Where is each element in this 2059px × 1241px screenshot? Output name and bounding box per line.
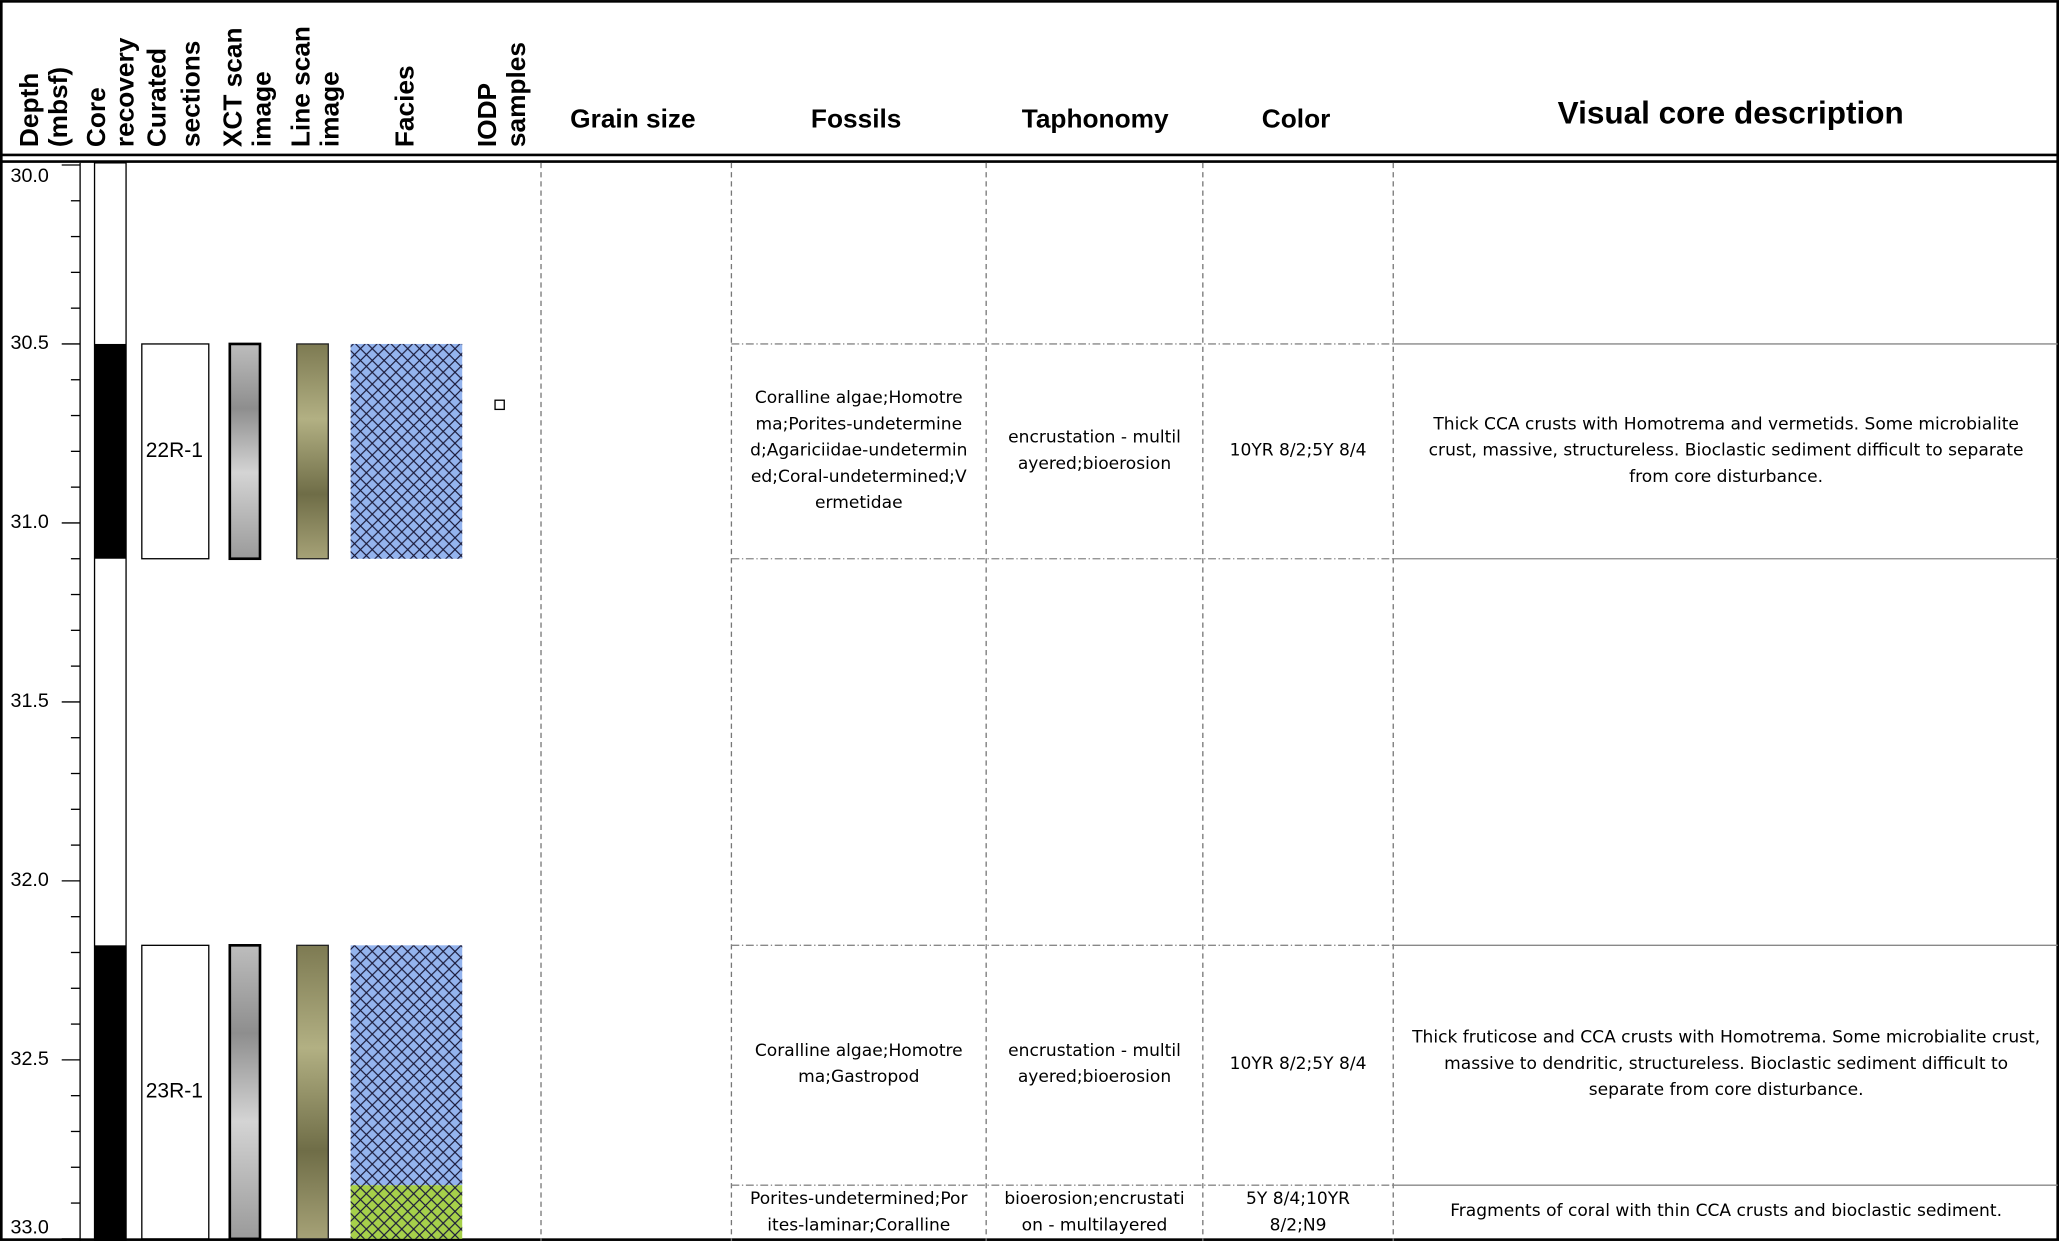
cell: Thick fruticose and CCA crusts with Homo… <box>1412 1028 2041 1101</box>
cell: 10YR 8/2;5Y 8/4 <box>1229 1054 1367 1075</box>
column-header: IODP <box>472 83 502 147</box>
column-header: XCT scan <box>217 27 247 147</box>
column-header: Line scan <box>286 26 316 147</box>
iodp-sample <box>494 399 505 411</box>
cell: Porites-undetermined;Porites-laminar;Cor… <box>750 1189 968 1236</box>
xct-image <box>228 342 262 561</box>
description-text: Fragments of coral with thin CCA crusts … <box>1450 1201 2003 1222</box>
column-header: Fossils <box>811 103 901 133</box>
curated-section <box>141 343 210 560</box>
cell: encrustation - multilayered;bioerosion <box>1008 1041 1181 1088</box>
column-header: image <box>315 71 345 147</box>
column-header: recovery <box>110 37 140 147</box>
column-header: Taphonomy <box>1022 103 1169 133</box>
facies-hatch <box>350 1185 463 1239</box>
fossils-text: Coralline algae;Homotrema;Gastropod <box>754 1041 963 1088</box>
depth-label: 32.5 <box>11 1048 49 1070</box>
color-text: 10YR 8/2;5Y 8/4 <box>1229 1054 1367 1075</box>
cell: encrustation - multilayered;bioerosion <box>1008 427 1181 474</box>
section-label: 23R-1 <box>146 1080 203 1103</box>
cell: Fragments of coral with thin CCA crusts … <box>1450 1201 2003 1222</box>
column-header: image <box>246 71 276 147</box>
fossils-text: Porites-undetermined;Porites-laminar;Cor… <box>750 1189 968 1236</box>
cell: Thick CCA crusts with Homotrema and verm… <box>1428 414 2024 487</box>
cell: Coralline algae;Homotrema;Gastropod <box>754 1041 963 1088</box>
column-header: Curated <box>141 48 171 147</box>
xct-image <box>228 944 262 1241</box>
column-header: Facies <box>389 65 419 147</box>
cell: 10YR 8/2;5Y 8/4 <box>1229 440 1367 461</box>
curated-section <box>141 944 210 1240</box>
depth-label: 30.0 <box>11 165 49 187</box>
facies-hatch <box>350 343 463 559</box>
column-header: Core <box>81 87 111 147</box>
cell: Coralline algae;Homotrema;Porites-undete… <box>750 388 968 514</box>
core-recovery <box>94 343 127 559</box>
linescan-image <box>296 944 329 1240</box>
color-text: 10YR 8/2;5Y 8/4 <box>1229 440 1367 461</box>
cell: bioerosion;encrustation - multilayered <box>1004 1189 1185 1236</box>
depth-label: 31.5 <box>11 690 49 712</box>
description-text: Thick CCA crusts with Homotrema and verm… <box>1428 414 2024 487</box>
core-recovery <box>94 945 127 1239</box>
depth-label: 33.0 <box>11 1217 49 1239</box>
facies-hatch <box>350 945 463 1186</box>
column-header: (mbsf) <box>43 67 73 147</box>
column-header: Color <box>1262 103 1331 133</box>
column-dividers <box>540 162 1394 1241</box>
column-header: Visual core description <box>1558 94 1904 130</box>
fossils-text: Coralline algae;Homotrema;Porites-undete… <box>750 388 968 514</box>
color-text: 5Y 8/4;10YR 8/2;N9 <box>1246 1189 1351 1236</box>
depth-label: 32.0 <box>11 869 49 891</box>
column-header: samples <box>501 42 531 147</box>
taphonomy-text: bioerosion;encrustation - multilayered <box>1004 1189 1185 1236</box>
column-header: Depth <box>14 73 44 147</box>
cell: 5Y 8/4;10YR 8/2;N9 <box>1246 1189 1351 1236</box>
column-header: sections <box>175 41 205 148</box>
taphonomy-text: encrustation - multilayered;bioerosion <box>1008 1041 1181 1088</box>
taphonomy-text: encrustation - multilayered;bioerosion <box>1008 427 1181 474</box>
column-header: Grain size <box>570 103 695 133</box>
depth-label: 30.5 <box>11 332 49 354</box>
description-text: Thick fruticose and CCA crusts with Homo… <box>1412 1028 2041 1101</box>
linescan-image <box>296 343 329 560</box>
depth-label: 31.0 <box>11 511 49 533</box>
section-label: 22R-1 <box>146 439 203 462</box>
